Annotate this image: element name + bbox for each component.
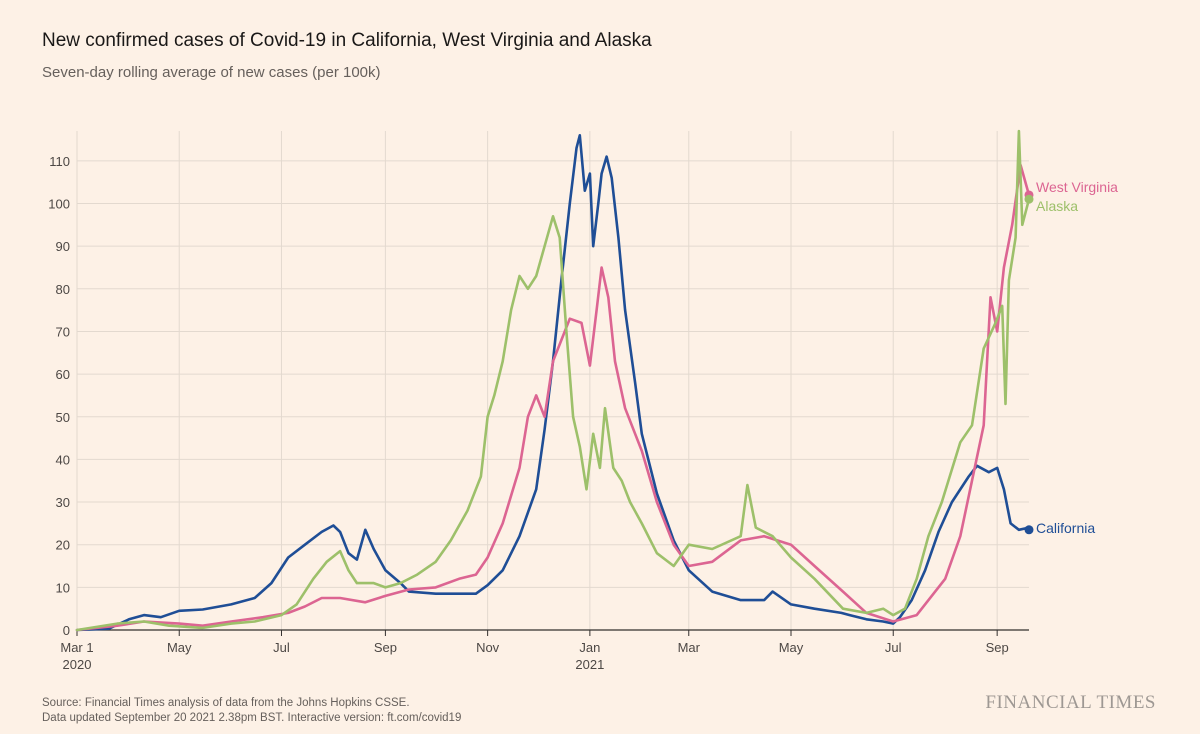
series-line-california — [75, 134, 1031, 632]
y-tick-label: 20 — [56, 538, 70, 553]
x-tick-label: Mar — [678, 640, 701, 655]
y-tick-label: 30 — [56, 495, 70, 510]
axes: 0 10 20 30 40 50 60 70 80 90 100 110 Mar 1 2020 May Jul… — [48, 154, 1029, 672]
financial-times-logo: FINANCIAL TIMES — [985, 692, 1156, 713]
x-tick-label: Mar 1 — [60, 640, 93, 655]
series-lines — [75, 129, 1031, 632]
updated-line: Data updated September 20 2021 2.38pm BS… — [42, 712, 462, 724]
x-tick-label: Jul — [885, 640, 902, 655]
y-tick-label: 80 — [56, 282, 70, 297]
series-line-west-virginia — [75, 163, 1031, 632]
source-line: Source: Financial Times analysis of data… — [42, 697, 410, 709]
series-label-california: California — [1036, 520, 1095, 536]
y-tick-label: 60 — [56, 367, 70, 382]
x-tick-label: Jan — [579, 640, 600, 655]
chart-subtitle: Seven-day rolling average of new cases (… — [42, 64, 381, 81]
chart-title: New confirmed cases of Covid-19 in Calif… — [42, 30, 652, 51]
line-chart: 0 10 20 30 40 50 60 70 80 90 100 110 Mar 1 2020 May Jul… — [48, 129, 1118, 672]
y-tick-label: 100 — [48, 197, 70, 212]
y-tick-label: 10 — [56, 580, 70, 595]
source-note: Source: Financial Times analysis of data… — [42, 696, 461, 726]
x-tick-label: Jul — [273, 640, 290, 655]
x-tick-sublabel: 2021 — [575, 657, 604, 672]
x-tick-label: Sep — [374, 640, 397, 655]
series-line-alaska — [75, 129, 1031, 632]
y-tick-label: 70 — [56, 324, 70, 339]
series-label-alaska: Alaska — [1036, 198, 1078, 214]
y-tick-label: 90 — [56, 239, 70, 254]
series-labels: California West Virginia Alaska — [1024, 179, 1118, 536]
y-tick-label: 50 — [56, 410, 70, 425]
x-tick-label: May — [167, 640, 192, 655]
x-tick-sublabel: 2020 — [63, 657, 92, 672]
series-label-west-virginia: West Virginia — [1036, 179, 1118, 195]
end-marker-california — [1024, 525, 1034, 535]
x-tick-label: Sep — [986, 640, 1009, 655]
y-tick-label: 110 — [49, 154, 70, 169]
gridlines — [76, 131, 1029, 631]
y-tick-label: 0 — [63, 623, 70, 638]
x-tick-label: Nov — [476, 640, 500, 655]
end-marker-alaska — [1024, 194, 1034, 204]
y-tick-label: 40 — [56, 452, 70, 467]
x-tick-label: May — [779, 640, 804, 655]
